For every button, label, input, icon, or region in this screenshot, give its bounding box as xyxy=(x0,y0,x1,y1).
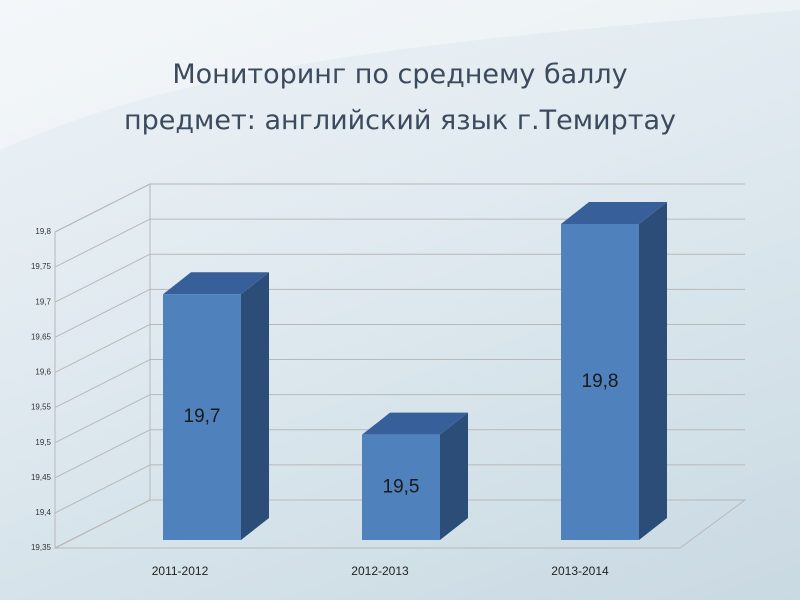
x-tick-label: 2011-2012 xyxy=(152,564,209,578)
y-tick-label: 19,8 xyxy=(35,227,51,236)
bar-side xyxy=(440,412,468,540)
y-tick-label: 19,65 xyxy=(31,332,52,341)
grid-line xyxy=(54,464,151,514)
value-label: 19,5 xyxy=(383,476,420,497)
grid-line xyxy=(54,288,151,338)
grid-line xyxy=(54,499,151,549)
grid-line xyxy=(54,253,151,303)
bar-top xyxy=(362,412,468,435)
y-tick-label: 19,4 xyxy=(35,508,51,517)
bar xyxy=(362,434,440,540)
y-tick-label: 19,35 xyxy=(31,543,52,552)
value-label: 19,7 xyxy=(184,406,221,427)
grid-line xyxy=(54,323,151,373)
background-swoosh xyxy=(0,0,800,150)
bar xyxy=(561,224,639,540)
grid-line xyxy=(54,183,151,233)
value-label: 19,8 xyxy=(582,371,619,392)
y-tick-label: 19,55 xyxy=(31,403,52,412)
back-wall xyxy=(54,183,151,549)
y-tick-label: 19,5 xyxy=(35,438,51,447)
x-tick-label: 2013-2014 xyxy=(551,564,609,578)
bar-top xyxy=(163,272,269,295)
y-tick-label: 19,45 xyxy=(31,473,52,482)
grid-line xyxy=(54,218,151,268)
x-tick-label: 2012-2013 xyxy=(351,564,409,578)
grid-line xyxy=(54,359,151,409)
y-tick-label: 19,75 xyxy=(31,262,52,271)
bar xyxy=(163,294,241,540)
y-tick-label: 19,6 xyxy=(35,368,51,377)
grid-line xyxy=(54,429,151,479)
bar-side xyxy=(639,202,667,540)
bar-top xyxy=(561,202,667,224)
grid-line xyxy=(54,394,151,444)
bar-side xyxy=(241,272,269,540)
y-tick-label: 19,7 xyxy=(35,297,51,306)
chart-title: Мониторинг по среднему баллу предмет: ан… xyxy=(123,59,676,136)
